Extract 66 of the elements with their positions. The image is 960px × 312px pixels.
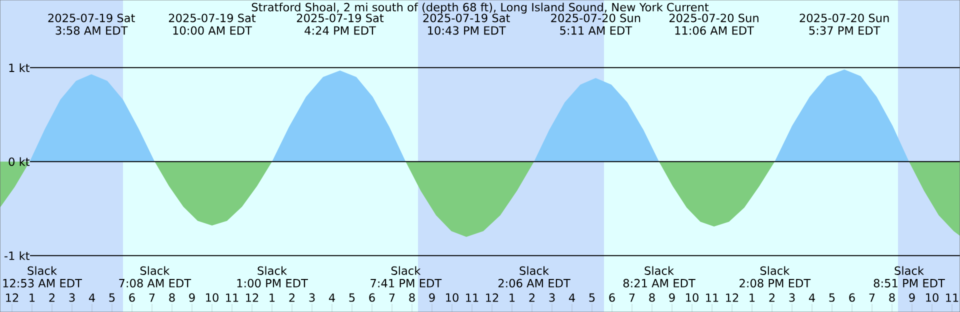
- x-tick-label: 5: [829, 293, 835, 302]
- annotation: 2025-07-19 Sat 10:43 PM EDT: [423, 14, 510, 35]
- x-tick-label: 1: [750, 294, 755, 302]
- x-tick-label: 5: [589, 293, 595, 302]
- x-tick-label: 3: [789, 293, 795, 302]
- annotation: 2025-07-20 Sun 5:11 AM EDT: [551, 14, 640, 35]
- x-tick-label: 11: [466, 294, 478, 302]
- x-tick-label: 1: [30, 294, 35, 302]
- x-tick-label: 9: [909, 293, 915, 302]
- x-tick-label: 10: [206, 293, 218, 302]
- x-tick-label: 2: [769, 293, 774, 302]
- x-tick-label: 9: [189, 293, 195, 302]
- x-tick-label: 5: [109, 293, 115, 302]
- x-tick-label: 11: [706, 294, 718, 302]
- x-tick-label: 3: [549, 293, 555, 302]
- annotation: 2025-07-19 Sat 3:58 AM EDT: [48, 14, 135, 35]
- annotation: Slack 7:08 AM EDT: [119, 266, 192, 288]
- x-tick-label: 11: [946, 294, 958, 302]
- annotation: Slack 1:00 PM EDT: [237, 266, 308, 288]
- chart-title: Stratford Shoal, 2 mi south of (depth 68 ft), Long Island Sound, New York Current: [252, 2, 709, 14]
- annotation: Slack 7:41 PM EDT: [370, 266, 442, 288]
- x-tick-label: 11: [226, 294, 238, 302]
- x-tick-label: 4: [88, 294, 95, 302]
- x-tick-label: 7: [869, 294, 875, 302]
- x-tick-label: 7: [149, 294, 155, 302]
- y-tick-label: 1 kt: [9, 63, 30, 72]
- annotation: 2025-07-19 Sat 4:24 PM EDT: [296, 14, 384, 35]
- x-tick-label: 8: [889, 293, 895, 302]
- annotation: Slack 8:51 PM EDT: [874, 266, 945, 288]
- x-tick-label: 8: [169, 293, 175, 302]
- annotation: 2025-07-20 Sun 11:06 AM EDT: [669, 14, 758, 35]
- x-tick-label: 8: [649, 293, 655, 302]
- x-tick-label: 12: [6, 293, 18, 302]
- x-tick-label: 3: [309, 293, 315, 302]
- x-tick-label: 12: [246, 293, 258, 302]
- x-tick-label: 6: [849, 293, 855, 302]
- x-tick-label: 7: [629, 294, 635, 302]
- annotation: Slack 2:06 AM EDT: [498, 266, 570, 288]
- x-tick-label: 4: [328, 294, 335, 302]
- x-tick-label: 9: [669, 293, 675, 302]
- x-tick-label: 5: [349, 293, 355, 302]
- x-tick-label: 7: [389, 294, 395, 302]
- x-tick-label: 9: [429, 293, 435, 302]
- x-tick-label: 6: [129, 293, 135, 302]
- x-tick-label: 10: [926, 293, 938, 302]
- x-tick-label: 12: [486, 293, 498, 302]
- annotation: Slack 8:21 AM EDT: [623, 266, 696, 288]
- x-tick-label: 8: [409, 293, 415, 302]
- x-tick-label: 2: [529, 293, 534, 302]
- y-tick-label: -1 kt: [4, 251, 30, 260]
- x-tick-label: 2: [289, 293, 294, 302]
- x-tick-label: 10: [686, 293, 698, 302]
- x-tick-label: 1: [510, 294, 515, 302]
- x-tick-label: 6: [369, 293, 375, 302]
- x-tick-label: 1: [270, 294, 275, 302]
- x-tick-label: 4: [808, 294, 815, 302]
- x-tick-label: 12: [726, 293, 738, 302]
- x-tick-label: 3: [69, 293, 75, 302]
- x-tick-label: 2: [49, 293, 54, 302]
- annotation: Slack 2:08 PM EDT: [740, 266, 811, 288]
- annotation: Slack 12:53 AM EDT: [3, 266, 82, 288]
- x-tick-label: 10: [446, 293, 458, 302]
- annotation: 2025-07-19 Sat 10:00 AM EDT: [168, 14, 256, 35]
- x-tick-label: 6: [609, 293, 615, 302]
- annotation: 2025-07-20 Sun 5:37 PM EDT: [800, 14, 889, 35]
- x-tick-label: 4: [568, 294, 575, 302]
